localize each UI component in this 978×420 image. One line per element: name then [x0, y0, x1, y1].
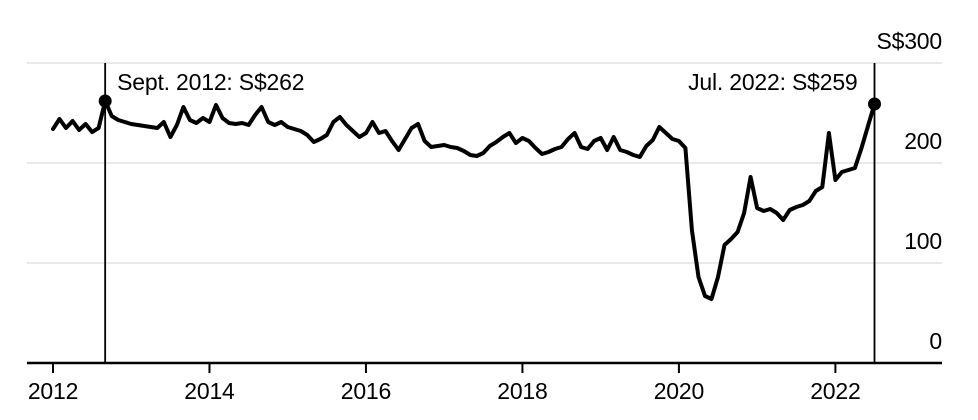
x-axis-label: 2014	[184, 378, 235, 404]
x-axis-label: 2020	[653, 378, 705, 404]
annotation-marker	[98, 94, 112, 108]
y-axis-label: 0	[929, 328, 942, 354]
y-axis-label: 100	[904, 228, 942, 254]
x-axis-label: 2016	[340, 378, 392, 404]
x-axis-label: 2022	[810, 378, 861, 404]
y-axis-label: S$300	[876, 28, 942, 54]
series-line	[51, 99, 877, 301]
annotation-sept-2012: Sept. 2012: S$262	[117, 69, 305, 95]
annotation-jul-2022: Jul. 2022: S$259	[688, 69, 858, 95]
annotation-marker	[868, 97, 881, 111]
y-axis-label: 200	[904, 128, 942, 154]
x-axis-label: 2018	[497, 378, 548, 404]
x-axis-label: 2012	[27, 378, 79, 404]
